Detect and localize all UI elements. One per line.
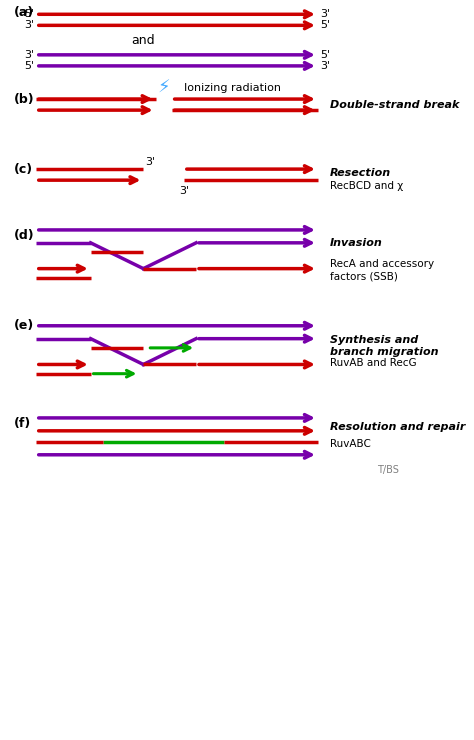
Text: RecBCD and χ: RecBCD and χ xyxy=(330,181,403,191)
Text: RuvAB and RecG: RuvAB and RecG xyxy=(330,357,417,368)
Text: 3': 3' xyxy=(320,61,330,71)
Text: 3': 3' xyxy=(320,10,330,19)
Text: 5': 5' xyxy=(24,61,34,71)
Text: RecA and accessory
factors (SSB): RecA and accessory factors (SSB) xyxy=(330,260,434,281)
Text: Resolution and repair: Resolution and repair xyxy=(330,422,465,432)
Text: (f): (f) xyxy=(14,417,31,430)
Text: 5': 5' xyxy=(320,50,330,60)
Text: Ionizing radiation: Ionizing radiation xyxy=(184,83,281,93)
Text: 3': 3' xyxy=(146,157,155,166)
Text: Synthesis and
branch migration: Synthesis and branch migration xyxy=(330,335,438,357)
Text: (b): (b) xyxy=(14,92,34,106)
Text: and: and xyxy=(132,33,155,47)
Text: Invasion: Invasion xyxy=(330,238,383,248)
Text: Resection: Resection xyxy=(330,168,391,178)
Text: (d): (d) xyxy=(14,229,34,242)
Text: 5': 5' xyxy=(24,10,34,19)
Text: (a): (a) xyxy=(14,6,34,19)
Text: RuvABC: RuvABC xyxy=(330,439,371,448)
Text: 3': 3' xyxy=(24,50,34,60)
Text: (e): (e) xyxy=(14,319,34,332)
Text: T/BS: T/BS xyxy=(377,465,399,474)
Text: 3': 3' xyxy=(179,186,189,195)
Text: Double-strand break: Double-strand break xyxy=(330,100,459,110)
Text: 5': 5' xyxy=(320,20,330,30)
Text: (c): (c) xyxy=(14,163,33,175)
Text: ⚡: ⚡ xyxy=(157,79,170,97)
Text: 3': 3' xyxy=(24,20,34,30)
